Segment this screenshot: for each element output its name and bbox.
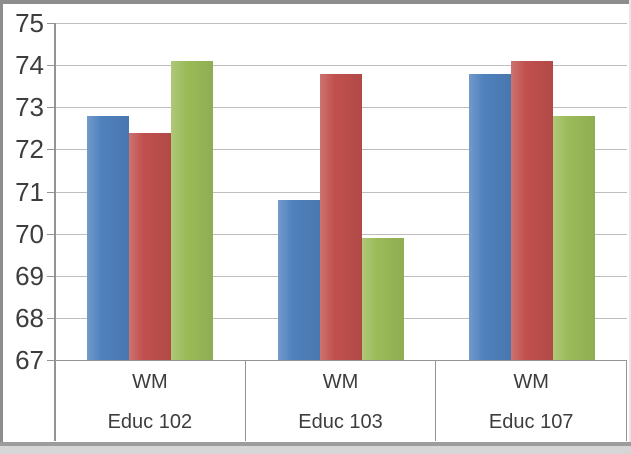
frame-top-border [0, 0, 631, 4]
subcategory-label: WM [322, 371, 359, 394]
y-axis-tick-label: 69 [15, 260, 44, 291]
bar-series-blue-educ-102 [87, 115, 130, 360]
y-axis-tick [47, 65, 55, 67]
y-axis-line [54, 23, 56, 441]
bar-series-green-educ-103 [361, 237, 404, 360]
subcategory-label: WM [513, 371, 549, 394]
y-axis-tick-label: 71 [15, 176, 44, 207]
y-axis-tick [47, 233, 55, 235]
bar-series-red-educ-102 [129, 132, 172, 360]
frame-right-border [629, 0, 631, 446]
bar-series-green-educ-102 [171, 60, 214, 360]
gridline [55, 65, 627, 67]
y-axis-tick [47, 275, 55, 277]
y-axis-tick-label: 72 [15, 134, 44, 165]
bar-series-green-educ-107 [552, 115, 595, 360]
y-axis-tick-label: 75 [15, 8, 44, 38]
bar-series-blue-educ-107 [468, 73, 511, 360]
y-axis-tick [47, 360, 55, 361]
y-axis-tick-label: 73 [15, 92, 44, 123]
bar-series-red-educ-103 [319, 73, 362, 360]
bar-series-blue-educ-103 [277, 199, 320, 360]
frame-bottom-border [0, 442, 631, 446]
category-label: Educ 102 [107, 411, 193, 434]
category-label: Educ 103 [298, 411, 383, 434]
y-axis-tick-label: 67 [15, 345, 44, 375]
y-axis-tick [47, 107, 55, 109]
bar-group-educ-103 [246, 23, 437, 360]
category-cell-educ-107: WM Educ 107 [435, 361, 626, 441]
plot-area [55, 23, 627, 360]
bar-group-educ-102 [55, 23, 246, 360]
y-axis-tick-label: 70 [15, 218, 44, 249]
y-axis-tick [47, 23, 55, 24]
frame-bottom-shadow [0, 446, 631, 454]
category-label: Educ 107 [488, 411, 574, 434]
gridline [55, 23, 627, 24]
y-axis-tick [47, 191, 55, 193]
frame-left-border [0, 0, 3, 446]
y-axis-tick [47, 149, 55, 151]
y-axis-tick-label: 68 [15, 302, 44, 333]
category-cell-educ-102: WM Educ 102 [55, 361, 245, 441]
bar-series-red-educ-107 [510, 60, 553, 360]
subcategory-label: WM [132, 371, 168, 394]
bar-group-educ-107 [436, 23, 627, 360]
category-axis: WM Educ 102 WM Educ 103 WM Educ 107 [55, 360, 627, 441]
y-axis-tick [47, 317, 55, 319]
y-axis-tick-label: 74 [15, 50, 44, 81]
category-cell-educ-103: WM Educ 103 [244, 361, 436, 441]
